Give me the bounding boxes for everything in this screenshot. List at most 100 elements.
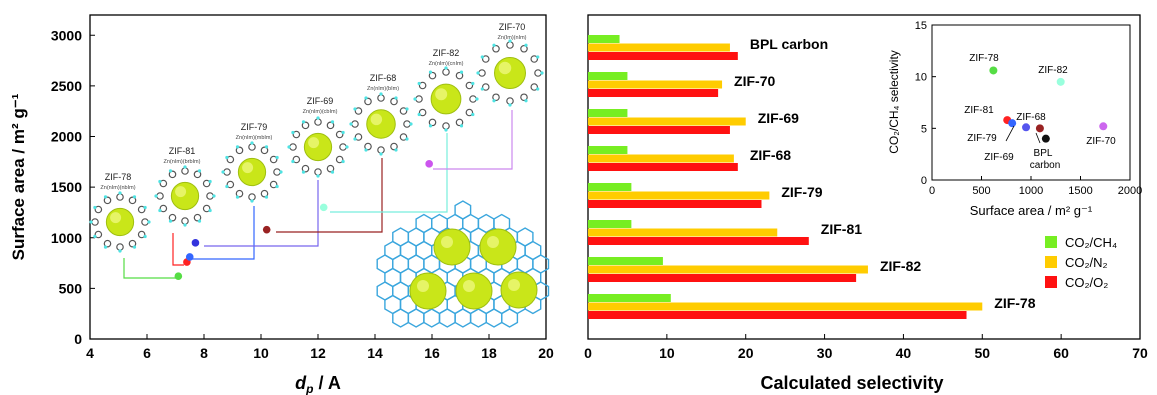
left-y-tick-label: 500 <box>59 280 83 296</box>
cage-ring-node <box>455 118 464 127</box>
framework-pore-sphere <box>500 271 538 309</box>
cage-ring-node <box>94 205 103 214</box>
cage-linker-atom <box>147 220 151 224</box>
cage-linker-atom <box>225 155 229 160</box>
inset-point-zif-68 <box>1035 124 1044 133</box>
bar-category-label-zif-82: ZIF-82 <box>880 258 921 274</box>
cage-pore-sphere <box>366 109 396 139</box>
cage-linker-atom <box>536 55 540 59</box>
cage-linker-atom <box>444 128 448 132</box>
cage-ring-node <box>202 204 211 213</box>
cage-linker-atom <box>471 112 475 117</box>
inset-point-label: ZIF-82 <box>1038 65 1068 76</box>
cage-linker-atom <box>409 122 413 126</box>
structure-label-zif-69: ZIF-69 <box>307 96 334 106</box>
cage-linker-atom <box>301 170 306 174</box>
bar-category-label-zif-69: ZIF-69 <box>758 110 799 126</box>
inset-point-label: BPL <box>1034 148 1053 159</box>
cage-linker-atom <box>235 195 240 199</box>
cage-ring-node <box>478 69 486 77</box>
cage-linker-atom <box>287 145 291 149</box>
structure-formula-zif-81: Zn(nIm)(brbIm) <box>164 159 201 165</box>
bar-zif-79-series-3 <box>588 200 762 208</box>
bar-bpl-carbon-series-3 <box>588 52 738 60</box>
cage-pore-sphere <box>430 83 462 115</box>
cage-ring-node <box>181 167 189 175</box>
cage-ring-node <box>506 97 514 105</box>
cage-linker-atom <box>183 165 187 169</box>
right-x-tick-label: 0 <box>584 345 592 361</box>
cage-linker-atom <box>379 92 383 96</box>
bar-zif-81-series-2 <box>588 228 778 237</box>
cage-ring-node <box>248 143 256 151</box>
cage-ring-node <box>530 55 539 63</box>
cage-linker-atom <box>345 145 349 149</box>
cage-pore-sphere <box>494 57 526 89</box>
cage-ring-node <box>442 122 450 130</box>
cage-ring-node <box>141 218 149 226</box>
cage-linker-atom <box>158 208 162 213</box>
left-y-tick-label: 0 <box>74 331 82 347</box>
cage-linker-atom <box>330 120 335 124</box>
cage-linker-atom <box>480 87 484 91</box>
framework-pore-highlight <box>441 236 453 248</box>
cage-linker-atom <box>444 66 448 70</box>
bar-zif-69-series-1 <box>588 109 628 117</box>
inset-point-label: ZIF-70 <box>1086 136 1116 147</box>
cage-ring-node <box>91 218 99 226</box>
cage-ring-node <box>235 189 244 198</box>
cage-linker-atom <box>118 191 122 195</box>
cage-ring-node <box>128 196 137 205</box>
cage-pore-sphere <box>303 132 333 162</box>
cage-linker-atom <box>428 124 433 128</box>
bar-category-label-zif-70: ZIF-70 <box>734 73 775 89</box>
left-y-tick-label: 2000 <box>51 129 82 145</box>
zif-cage-structure-zif-68 <box>349 92 413 156</box>
cage-ring-node <box>354 107 363 115</box>
cage-pore-sphere <box>170 181 200 211</box>
structure-label-zif-68: ZIF-68 <box>370 73 397 83</box>
cage-linker-atom <box>341 130 345 135</box>
inset-x-tick-label: 500 <box>972 185 990 197</box>
cage-ring-node <box>314 118 322 126</box>
legend-swatch-1 <box>1045 236 1057 248</box>
zif-cage-structure-zif-81 <box>154 165 216 227</box>
inset-point-zif-82 <box>1056 77 1065 86</box>
cage-ring-node <box>428 118 437 127</box>
connector-line-7 <box>433 110 513 170</box>
cage-ring-node <box>481 55 490 63</box>
cage-ring-node <box>455 71 464 80</box>
right-x-tick-label: 60 <box>1053 345 1069 361</box>
zif-cage-structure-zif-82 <box>413 66 479 132</box>
framework-hex-cell <box>407 308 425 328</box>
structure-label-zif-81: ZIF-81 <box>169 146 196 156</box>
right-x-tick-label: 50 <box>974 345 990 361</box>
cage-linker-atom <box>405 107 409 111</box>
left-y-tick-label: 3000 <box>51 27 82 43</box>
bar-zif-82-series-3 <box>588 274 857 282</box>
bar-zif-70-series-2 <box>588 80 723 89</box>
cage-ring-node <box>94 230 103 239</box>
cage-ring-node <box>492 93 500 102</box>
cage-linker-atom <box>264 145 269 149</box>
zif-cage-structure-zif-70 <box>476 39 544 107</box>
cage-ring-node <box>301 121 310 130</box>
cage-ring-node <box>301 164 310 173</box>
inset-point-label: ZIF-78 <box>969 53 999 64</box>
cage-ring-node <box>428 71 437 80</box>
cage-linker-atom <box>349 122 353 126</box>
framework-hex-cell <box>485 308 503 328</box>
left-y-tick-label: 1000 <box>51 230 82 246</box>
bar-category-label-zif-68: ZIF-68 <box>750 147 791 163</box>
cage-ring-node <box>418 108 427 117</box>
cage-ring-node <box>159 204 168 213</box>
bar-zif-68-series-2 <box>588 154 734 163</box>
legend-swatch-3 <box>1045 276 1057 288</box>
right-x-tick-label: 20 <box>738 345 754 361</box>
zif-cage-structure-zif-69 <box>287 116 349 178</box>
cage-linker-atom <box>118 249 122 253</box>
framework-pore-sphere <box>479 228 517 266</box>
left-x-tick-label: 14 <box>367 345 383 361</box>
cage-ring-node <box>530 83 539 91</box>
bar-zif-70-series-3 <box>588 89 719 97</box>
